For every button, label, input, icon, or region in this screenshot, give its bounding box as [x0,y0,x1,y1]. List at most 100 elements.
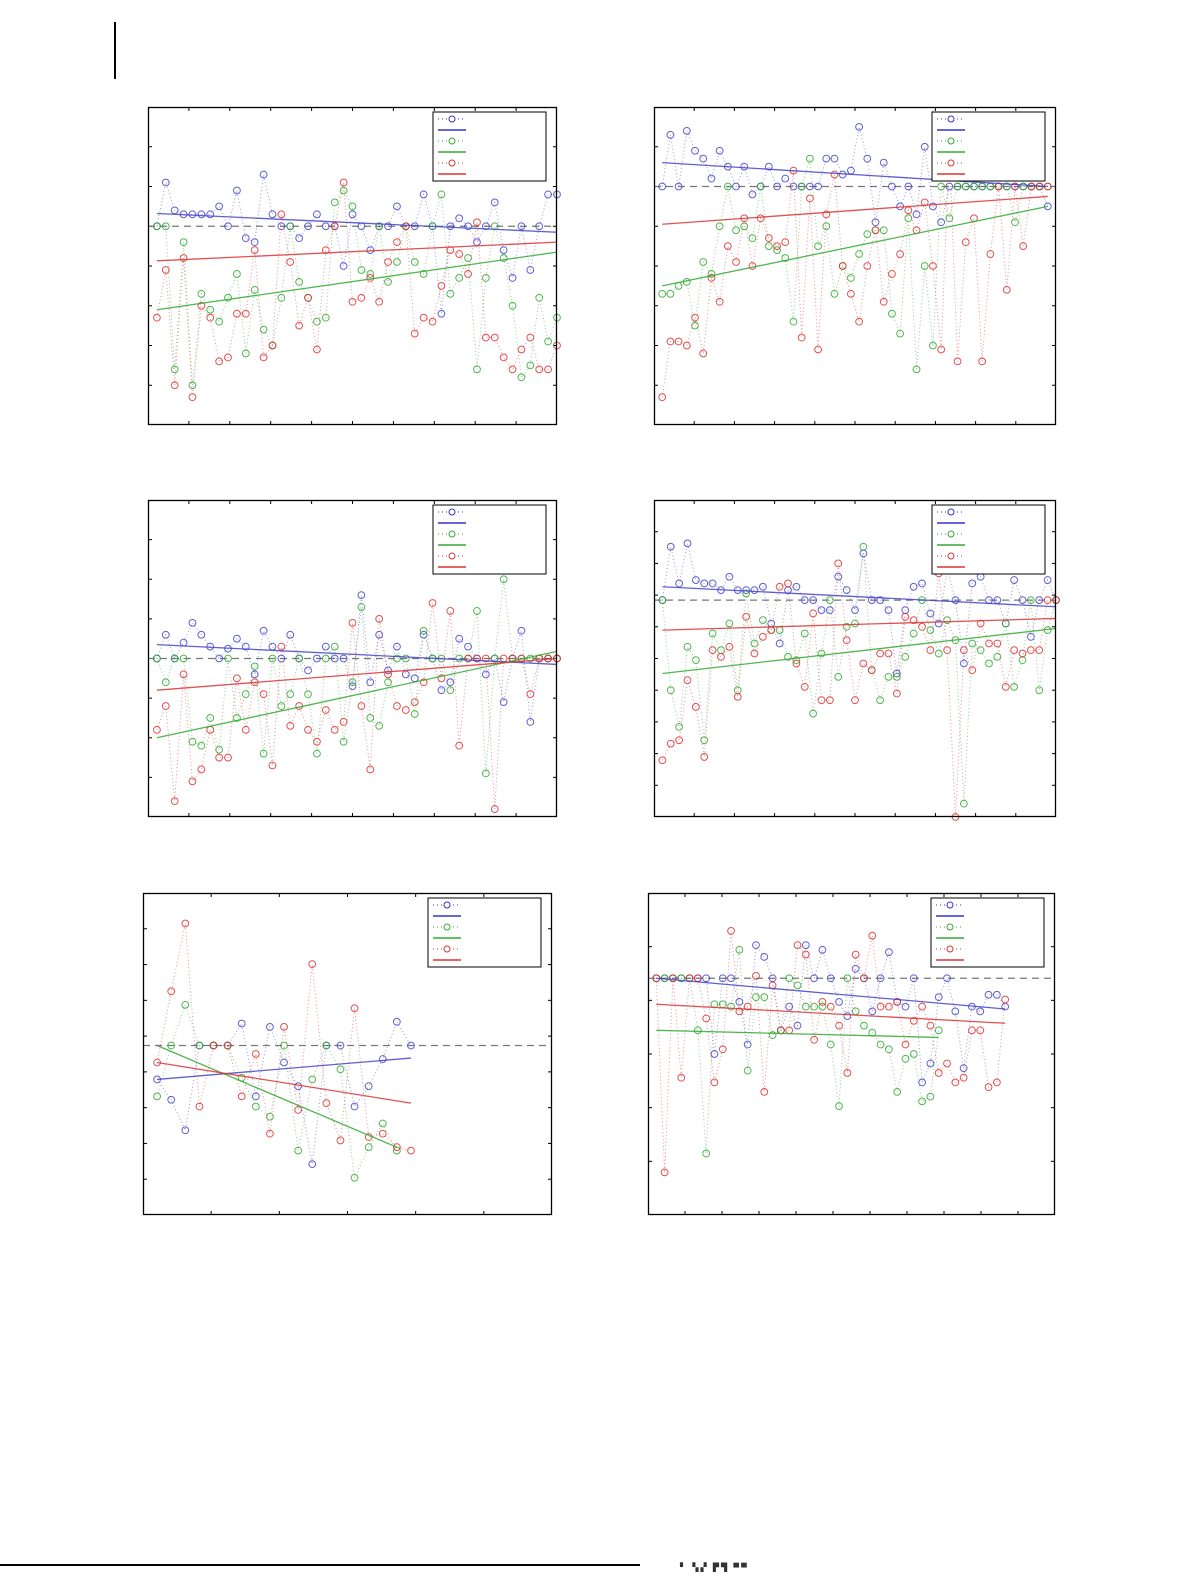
red-marker [961,238,970,247]
green-marker [715,222,724,231]
green-marker [830,289,839,298]
blue-marker [167,1095,176,1104]
blue-marker [526,266,535,274]
blue-fit-trend-line [662,586,1057,608]
green-marker [708,629,717,638]
red-marker [308,960,317,969]
red-marker [943,1059,951,1068]
green-marker [357,603,366,611]
blue-marker [934,619,943,628]
red-marker [393,238,401,247]
red-marker [893,998,902,1006]
blue-marker [855,122,864,131]
red-marker [888,270,896,278]
green-marker [348,202,357,211]
red-marker [179,254,188,262]
red-marker [978,357,987,366]
blue-marker [843,1012,852,1021]
red-marker [700,753,709,761]
red-marker [825,696,834,705]
blue-marker [871,218,880,227]
blue-marker [725,572,734,581]
red-marker [846,289,855,298]
blue-marker [934,993,943,1002]
green-marker [723,182,732,191]
green-fit-trend-line [656,1029,939,1039]
blue-marker [286,630,295,639]
green-marker [764,242,773,251]
red-marker [666,739,675,748]
red-marker [330,725,339,734]
red-marker [188,393,197,402]
blue-marker [313,654,321,663]
red-series-line [156,602,557,810]
red-marker [868,931,877,940]
green-marker [758,616,767,625]
red-marker [481,654,490,663]
green-marker [976,646,985,655]
red-marker [1010,646,1019,655]
green-marker [197,741,206,750]
green-marker [732,226,740,235]
red-marker [876,1002,885,1011]
red-marker [1027,182,1036,191]
red-marker [926,1021,935,1030]
blue-marker [805,182,814,191]
blue-marker [666,542,675,551]
green-marker [707,270,716,278]
blue-marker [215,202,224,211]
blue-marker [826,974,835,983]
red-marker [280,1022,288,1031]
blue-marker [992,990,1001,999]
blue-marker [455,214,464,223]
red-marker [879,297,888,306]
green-marker [740,222,749,231]
blue-marker [384,222,392,231]
blue-marker [708,579,717,588]
green-marker [768,1031,777,1039]
red-marker [976,1026,985,1035]
blue-marker [499,246,508,255]
red-marker [901,612,910,621]
blue-marker [775,639,784,648]
green-marker [750,639,759,648]
red-marker [677,1073,686,1082]
red-marker [181,919,190,928]
red-marker [909,1016,918,1025]
blue-marker [517,626,526,635]
green-marker [170,654,179,663]
red-marker [929,262,937,270]
green-marker [814,242,822,251]
green-marker [294,1146,303,1155]
red-marker [241,725,250,734]
red-marker [526,690,535,699]
red-fit-trend-line [656,1003,1006,1024]
green-marker [446,686,455,695]
blue-marker [350,1102,359,1111]
green-marker [286,690,295,699]
blue-marker [330,654,339,663]
blue-marker [179,638,188,647]
blue-marker [517,222,526,231]
blue-marker [691,576,700,584]
green-marker [188,381,197,390]
red-marker [951,1078,960,1087]
blue-marker [295,234,304,243]
red-marker [206,725,215,734]
green-marker [224,654,232,663]
red-marker [437,674,446,683]
blue-marker [535,222,544,231]
red-marker [455,741,464,750]
red-marker [863,262,872,270]
red-marker [968,1026,976,1035]
blue-marker [785,1002,794,1011]
green-marker [801,1002,810,1011]
red-marker [384,258,392,266]
blue-marker [715,146,724,155]
red-marker [195,1102,204,1111]
green-marker [800,629,809,638]
chart-panel-4 [653,499,1060,821]
green-marker [304,690,312,699]
blue-marker [920,142,929,151]
blue-marker [750,586,759,594]
